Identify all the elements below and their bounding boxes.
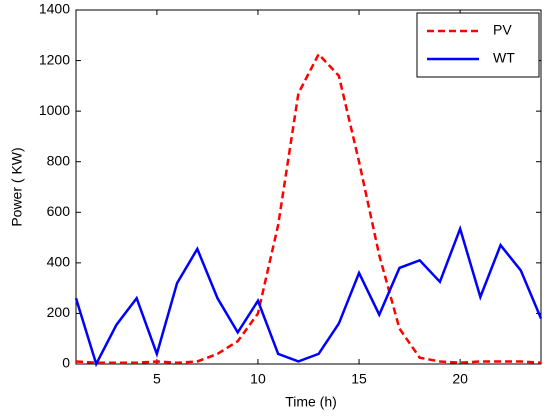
- y-tick-label: 1200: [39, 51, 70, 67]
- y-tick-label: 1000: [39, 102, 70, 118]
- y-tick-label: 400: [47, 254, 71, 270]
- y-tick-label: 800: [47, 152, 71, 168]
- y-tick-label: 1400: [39, 1, 70, 17]
- legend-label: PV: [493, 22, 512, 38]
- y-tick-label: 0: [62, 355, 70, 371]
- x-axis-label: Time (h): [285, 394, 337, 410]
- line-wt: [74, 224, 543, 368]
- legend-label: WT: [493, 50, 515, 66]
- y-tick-label: 200: [47, 304, 71, 320]
- y-axis-label: Power ( KW): [9, 147, 25, 226]
- x-tick-label: 5: [153, 371, 161, 387]
- x-tick-label: 15: [351, 371, 367, 387]
- x-tick-label: 10: [250, 371, 266, 387]
- x-tick-label: 20: [452, 371, 468, 387]
- line-pv: [75, 52, 542, 364]
- legend-box: [416, 12, 540, 78]
- y-tick-label: 600: [47, 203, 71, 219]
